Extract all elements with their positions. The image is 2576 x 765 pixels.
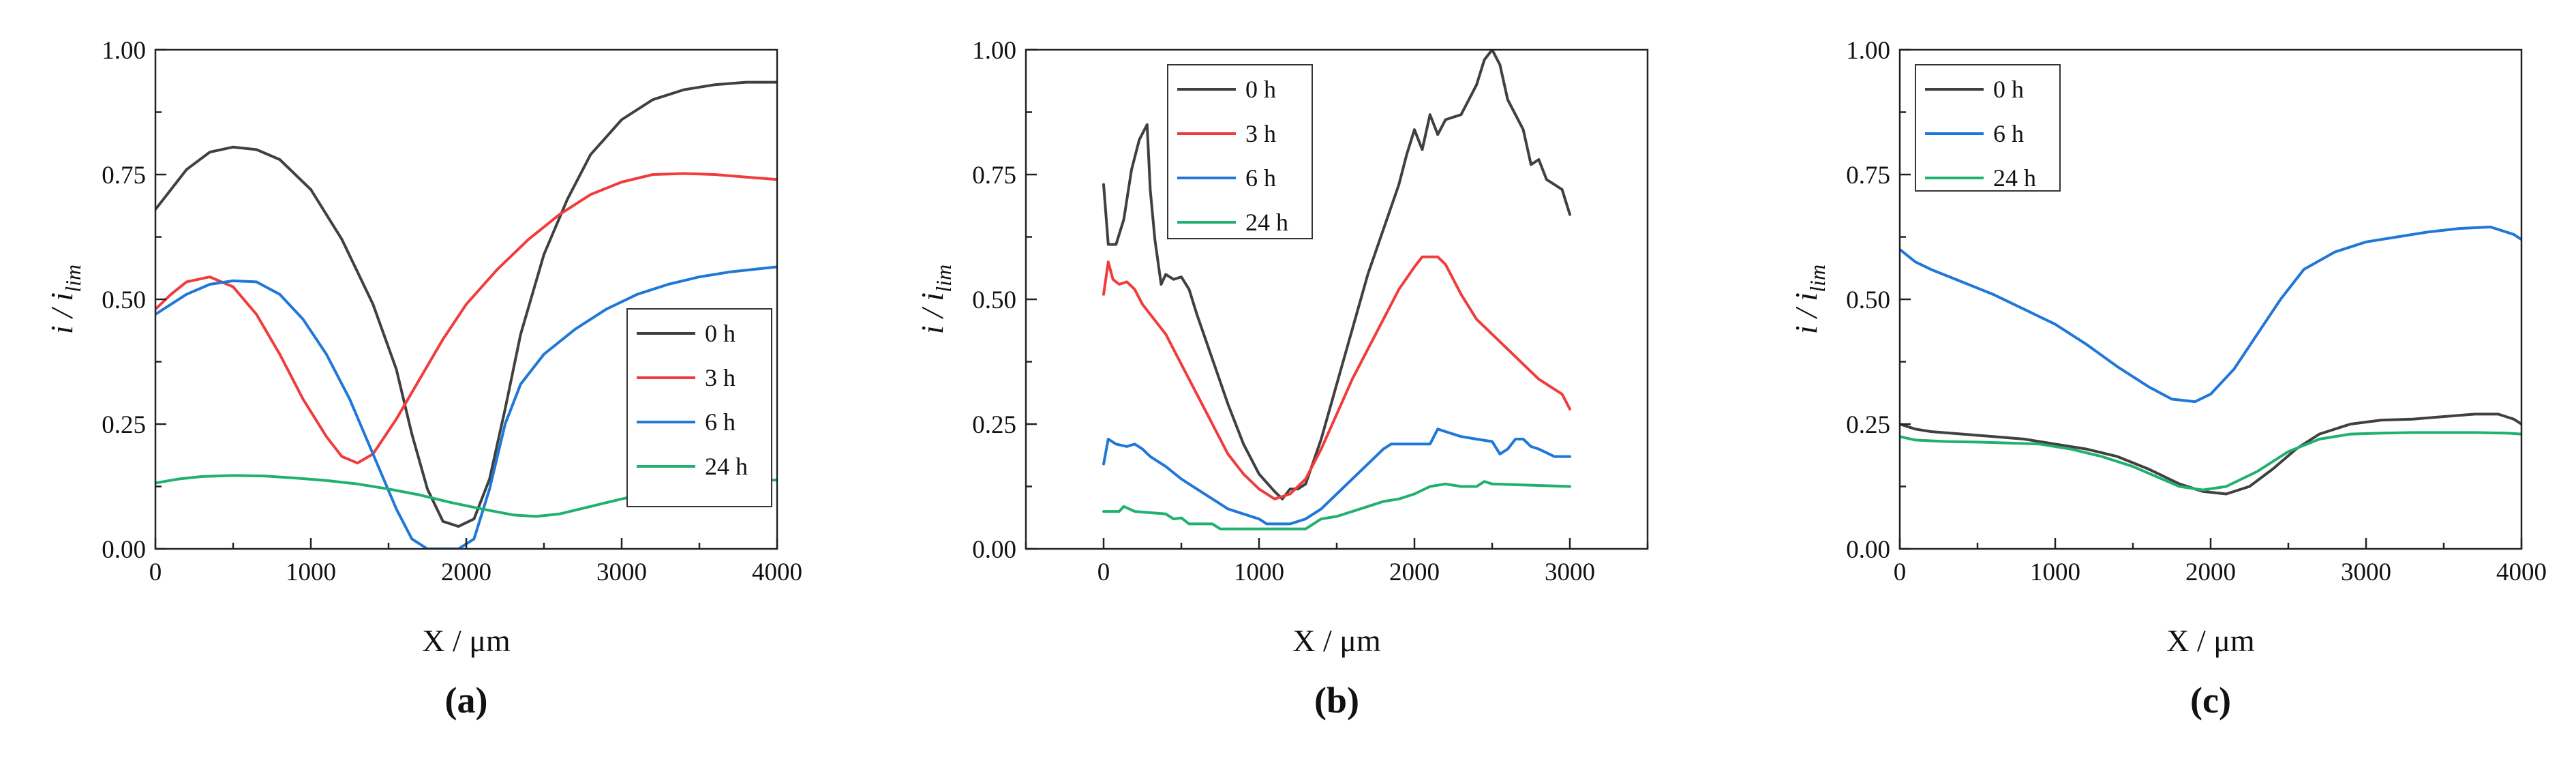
y-tick-label: 1.00 [102,37,146,65]
legend-label: 6 h [1245,164,1276,192]
series-line-6h [155,265,777,549]
legend-box [1915,64,2061,192]
y-tick-label: 0.00 [1846,536,1890,564]
series-line-3h [155,172,777,465]
y-axis-label-main: i / i [44,292,79,334]
legend-label: 0 h [1993,76,2024,103]
x-tick-label: 3000 [2341,558,2391,586]
legend-label: 0 h [705,320,736,347]
panel-label: (c) [2190,680,2231,721]
y-axis-label: i / ilim [1789,265,1830,334]
x-tick-label: 0 [1894,558,1907,586]
legend-label: 24 h [1245,209,1288,236]
x-tick-label: 1000 [286,558,336,586]
x-tick-label: 0 [149,558,162,586]
x-tick-label: 0 [1097,558,1110,586]
legend: 0 h 3 h 6 h 24 h [1167,64,1313,239]
legend-label: 3 h [1245,120,1276,147]
series-line-3h [1102,255,1571,500]
y-axis-label-main: i / i [915,292,950,334]
x-axis-label: X / μm [2166,623,2255,658]
legend: 0 h 6 h 24 h [1915,64,2061,192]
y-tick-label: 0.00 [102,536,146,564]
legend-label: 6 h [705,408,736,436]
x-tick-label: 4000 [752,558,802,586]
x-tick-label: 1000 [2030,558,2080,586]
x-tick-label: 1000 [1234,558,1284,586]
y-tick-label: 0.25 [972,411,1016,439]
legend-label: 6 h [1993,120,2024,147]
series-line-0h [1900,412,2521,496]
y-axis-label: i / ilim [44,265,85,334]
y-tick-label: 0.75 [102,162,146,190]
x-axis-label: X / μm [1292,623,1381,658]
x-tick-label: 2000 [2185,558,2236,586]
y-tick-label: 0.25 [1846,411,1890,439]
y-axis-label-sub: lim [931,265,956,292]
series-line-24h [1900,431,2521,492]
series-line-0h [1102,50,1571,500]
y-tick-label: 0.75 [972,162,1016,190]
legend: 0 h 3 h 6 h 24 h [626,308,772,507]
x-tick-label: 3000 [1545,558,1595,586]
y-axis-label: i / ilim [915,265,956,334]
panel-label: (b) [1314,680,1359,721]
legend-label: 3 h [705,364,736,391]
legend-label: 24 h [1993,164,2036,192]
x-tick-label: 4000 [2496,558,2547,586]
y-axis-label-sub: lim [1805,265,1830,292]
legend-label: 24 h [705,453,748,480]
x-axis-label: X / μm [422,623,511,658]
y-tick-label: 0.00 [972,536,1016,564]
y-tick-label: 0.25 [102,411,146,439]
series-line-6h [1102,427,1571,526]
y-tick-label: 1.00 [1846,37,1890,65]
y-tick-label: 0.75 [1846,162,1890,190]
y-tick-label: 0.50 [1846,286,1890,314]
y-axis-label-sub: lim [61,265,85,292]
legend-label: 0 h [1245,76,1276,103]
y-tick-label: 0.50 [972,286,1016,314]
series-line-24h [1102,480,1571,530]
x-tick-label: 3000 [596,558,647,586]
x-tick-label: 2000 [441,558,491,586]
plot-frame [1025,48,1649,550]
y-tick-label: 1.00 [972,37,1016,65]
y-axis-label-main: i / i [1789,292,1823,334]
legend-box [626,308,772,507]
panel-label: (a) [445,680,488,721]
chart-panel-3: 0 1000 2000 3000 4000 0.00 0.25 0.50 0.75 1.00 X /… [1789,37,2547,721]
x-tick-label: 2000 [1389,558,1440,586]
y-tick-label: 0.50 [102,286,146,314]
chart-panel-2: 0 1000 2000 3000 0.00 0.25 0.50 0.75 1.00 X / μm i… [915,37,1649,721]
chart-panel-1: 0 1000 2000 3000 4000 0.00 0.25 0.50 0.75 1.00 X /… [44,37,802,721]
legend-box [1167,64,1313,239]
series-line-6h [1900,225,2521,404]
series-line-0h [155,80,777,528]
